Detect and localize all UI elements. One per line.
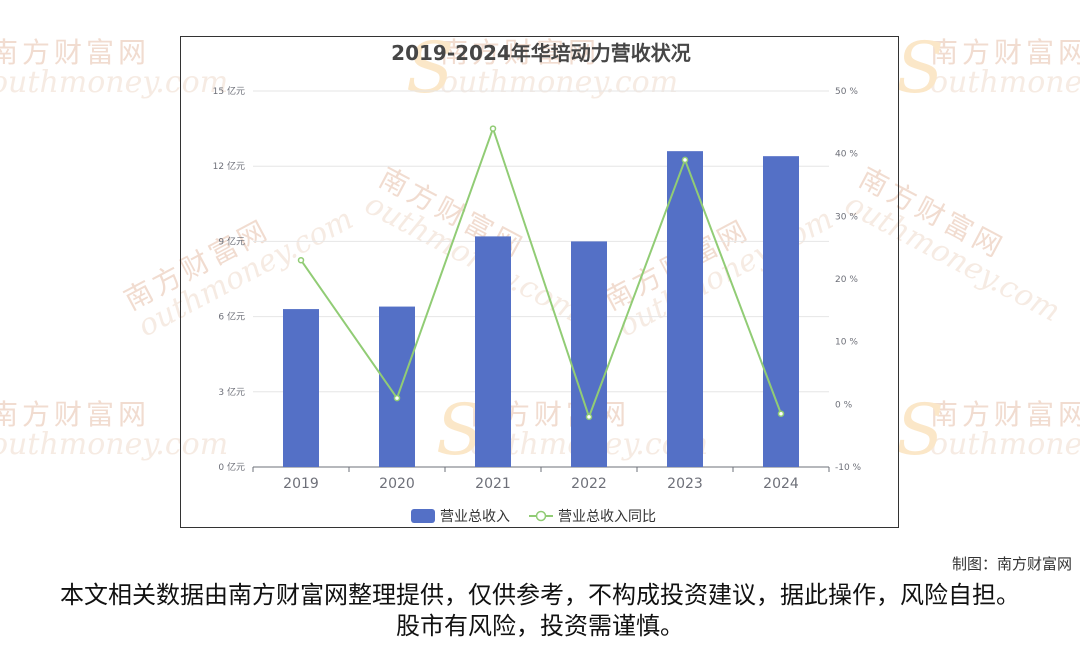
y-right-tick-label: 30 % (835, 212, 858, 222)
x-tick-label: 2023 (667, 476, 703, 492)
y-left-tick-label: 15 亿元 (213, 85, 245, 97)
legend-swatch-marker (535, 510, 547, 522)
line-point-2022 (585, 413, 593, 421)
y-left-tick-label: 0 亿元 (218, 461, 245, 473)
y-right-tick-label: 20 % (835, 275, 858, 285)
bar-2024 (763, 156, 799, 467)
line-point-2024 (777, 410, 785, 417)
watermark-en: outhmoney.com (930, 427, 1080, 463)
legend-label-bar: 营业总收入 (440, 509, 510, 525)
watermark-en: outhmoney.com (930, 65, 1080, 101)
bar-2020 (379, 306, 415, 467)
y-right-tick-label: 0 % (835, 400, 853, 410)
chart-credit: 制图：南方财富网 (951, 555, 1072, 573)
watermark-s-logo: S (896, 389, 944, 471)
y-right-tick-label: 40 % (835, 150, 858, 160)
x-tick-label: 2021 (475, 476, 511, 492)
x-tick-label: 2024 (763, 476, 799, 492)
x-tick-label: 2020 (379, 476, 415, 492)
legend-label-line: 营业总收入同比 (558, 509, 656, 525)
watermark-cn: 南方财富网 (930, 36, 1080, 69)
line-point-2021 (489, 125, 497, 132)
line-point-2020 (393, 394, 401, 402)
x-tick-label: 2022 (571, 476, 607, 492)
bar-2023 (667, 151, 703, 467)
watermark-s-logo: S (896, 27, 944, 109)
chart-title: 2019-2024年华培动力营收状况 (391, 41, 691, 65)
chart-frame: 2019-2024年华培动力营收状况 0 亿元 3 亿元 6 亿元 9 亿元 12 亿元 1… (180, 36, 899, 528)
chart-svg: 2019-2024年华培动力营收状况 0 亿元 3 亿元 6 亿元 9 亿元 12 亿元 1… (213, 41, 862, 525)
x-tick-label: 2019 (283, 476, 319, 492)
y-right-tick-label: 10 % (835, 338, 858, 348)
bar-2019 (283, 309, 319, 467)
y-right-tick-label: 50 % (835, 87, 858, 97)
legend-swatch-bar (411, 509, 435, 523)
series-line-yoy (300, 125, 782, 420)
line-point-2023 (681, 156, 689, 164)
line-point-2019 (297, 256, 305, 264)
y-left-tick-label: 6 亿元 (218, 311, 245, 323)
bar-2021 (475, 236, 511, 467)
disclaimer-text: 本文相关数据由南方财富网整理提供，仅供参考，不构成投资建议，据此操作，风险自担。… (60, 581, 1020, 640)
y-left-tick-label: 3 亿元 (218, 386, 245, 398)
y-right-tick-label: -10 % (835, 463, 862, 473)
watermark-top-right: S 南方财富网 outhmoney.com (896, 31, 1080, 104)
y-left-tick-label: 9 亿元 (218, 235, 245, 247)
watermark-bottom-right: S 南方财富网 outhmoney.com (896, 393, 1080, 466)
bar-2022 (571, 241, 607, 467)
y-left-tick-label: 12 亿元 (213, 160, 245, 172)
watermark-cn: 南方财富网 (930, 398, 1080, 431)
